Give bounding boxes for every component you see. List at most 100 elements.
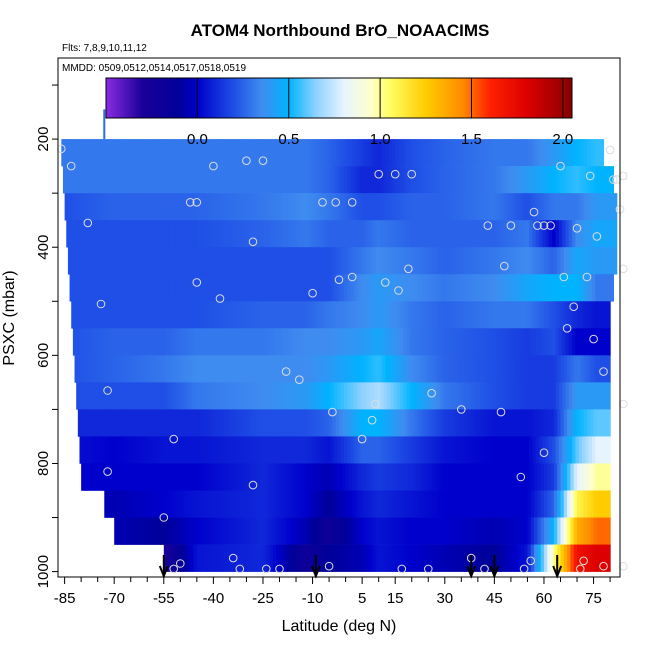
heatmap-cell (345, 301, 350, 329)
heatmap-cell (259, 139, 264, 167)
heatmap-cell (145, 166, 150, 194)
heatmap-cell (342, 139, 347, 167)
heatmap-cell (198, 328, 203, 356)
heatmap-cell (590, 409, 595, 437)
heatmap-cell (454, 139, 459, 167)
heatmap-cell (282, 490, 287, 518)
heatmap-cell (309, 355, 314, 383)
heatmap-cell (537, 193, 542, 221)
heatmap-cell (234, 166, 239, 194)
heatmap-cell (178, 382, 183, 410)
heatmap-cell (395, 301, 400, 329)
heatmap-cell (471, 193, 476, 221)
heatmap-cell (100, 301, 105, 329)
heatmap-cell (305, 301, 310, 329)
heatmap-cell (271, 220, 276, 248)
heatmap-cell (416, 382, 421, 410)
heatmap-cell (585, 220, 590, 248)
heatmap-cell (168, 274, 173, 302)
heatmap-cell (224, 274, 229, 302)
heatmap-cell (529, 220, 533, 248)
heatmap-cell (299, 463, 304, 491)
heatmap-cell (276, 463, 281, 491)
heatmap-cell (100, 193, 105, 221)
sample-point (242, 156, 251, 165)
heatmap-cell (234, 436, 239, 464)
sample-point (328, 407, 337, 417)
heatmap-cell (451, 301, 456, 329)
heatmap-cell (219, 409, 224, 437)
heatmap-cell (134, 301, 138, 329)
heatmap-cell (339, 193, 343, 221)
heatmap-cell (520, 193, 525, 221)
heatmap-cell (499, 274, 504, 302)
heatmap-cell (581, 220, 586, 248)
heatmap-cell (147, 355, 152, 383)
heatmap-cell (330, 274, 335, 302)
heatmap-cell (476, 382, 481, 410)
heatmap-cell (147, 247, 152, 275)
heatmap-cell (573, 544, 578, 572)
heatmap-cell (357, 382, 362, 410)
heatmap-cell (529, 166, 533, 194)
heatmap-cell (102, 328, 107, 356)
heatmap-cell (140, 409, 145, 437)
heatmap-cell (504, 139, 509, 167)
heatmap-cell (256, 355, 261, 383)
heatmap-cell (540, 247, 545, 275)
sample-point (576, 564, 585, 574)
heatmap-cell (398, 463, 403, 491)
heatmap-cell (292, 193, 297, 221)
heatmap-cell (112, 220, 117, 248)
heatmap-cell (97, 409, 102, 437)
heatmap-cell (358, 355, 363, 383)
heatmap-cell (155, 166, 160, 194)
heatmap-cell (191, 382, 196, 410)
heatmap-cell (312, 193, 317, 221)
heatmap-cell (381, 490, 386, 518)
heatmap-cell (135, 274, 140, 302)
heatmap-cell (145, 328, 150, 356)
heatmap-cell (239, 301, 244, 329)
heatmap-cell (130, 463, 135, 491)
heatmap-cell (138, 220, 143, 248)
heatmap-cell (373, 166, 378, 194)
heatmap-cell (472, 220, 477, 248)
heatmap-cell (297, 220, 302, 248)
heatmap-cell (264, 436, 269, 464)
heatmap-cell (99, 436, 104, 464)
heatmap-cell (178, 166, 183, 194)
heatmap-cell (276, 247, 281, 275)
heatmap-cell (572, 220, 576, 248)
heatmap-cell (309, 517, 314, 545)
heatmap-cell (258, 436, 262, 464)
heatmap-cell (281, 220, 286, 248)
heatmap-cell (375, 544, 380, 572)
heatmap-cell (249, 355, 254, 383)
heatmap-cell (583, 409, 588, 437)
heatmap-cell (391, 544, 396, 572)
heatmap-cell (324, 436, 329, 464)
heatmap-cell (228, 166, 233, 194)
heatmap-cell (343, 436, 348, 464)
heatmap-cell (548, 382, 553, 410)
heatmap-cell (451, 544, 456, 572)
heatmap-cell (540, 301, 545, 329)
heatmap-cell (416, 328, 421, 356)
heatmap-cell (158, 328, 163, 356)
heatmap-cell (441, 193, 446, 221)
heatmap-cell (383, 274, 388, 302)
heatmap-cell (150, 139, 155, 167)
heatmap-cell (177, 247, 181, 275)
heatmap-cell (530, 517, 535, 545)
heatmap-cell (299, 409, 304, 437)
heatmap-cell (433, 382, 438, 410)
heatmap-cell (524, 139, 529, 167)
heatmap-cell (203, 544, 208, 572)
heatmap-cell (373, 382, 378, 410)
heatmap-cell (219, 301, 224, 329)
heatmap-cell (596, 463, 601, 491)
heatmap-cell (79, 274, 84, 302)
heatmap-cell (119, 274, 124, 302)
heatmap-cell (292, 463, 297, 491)
